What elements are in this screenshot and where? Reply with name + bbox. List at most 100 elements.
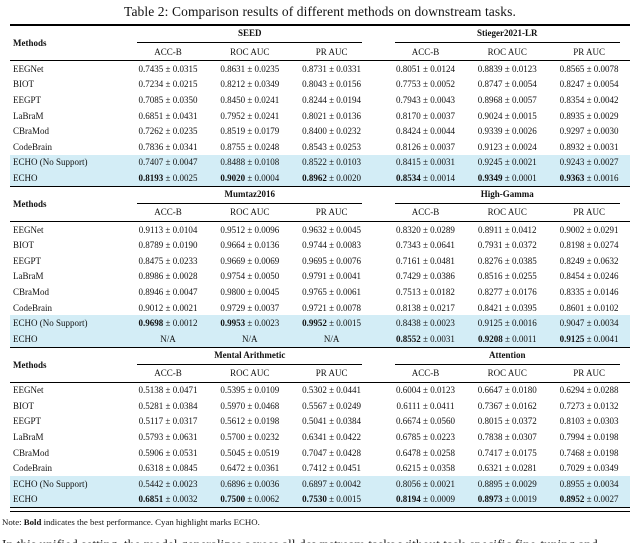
metric-mean: 0.8051 [396,63,421,74]
dataset-name: Attention [385,348,630,365]
methods-column-header: Methods [10,26,128,61]
metric-mean: 0.8565 [559,63,585,74]
metric-mean: 0.7468 [559,447,585,458]
note-prefix: Note: [2,516,22,527]
metric-header-row: ACC-B ROC AUC PR AUC ACC-B ROC AUC PR AUC [10,43,630,61]
metric-cell: 0.8421 ± 0.0395 [466,300,548,316]
metric-mean: 0.5045 [220,447,246,458]
metric-mean: 0.6851 [138,110,164,121]
metric-cell: 0.8450 ± 0.0241 [209,92,291,108]
metric-std: ± 0.0057 [502,94,537,105]
metric-std: ± 0.0349 [245,79,280,90]
metric-mean: N/A [242,333,258,344]
metric-mean: 0.7943 [396,94,421,105]
metric-std: ± 0.0232 [245,432,280,443]
column-gap-cell [372,476,385,492]
metric-std: ± 0.0052 [420,79,455,90]
metric-mean: 0.7047 [302,447,327,458]
metric-std: ± 0.0241 [245,110,280,121]
metric-cell: 0.9765 ± 0.0061 [291,284,373,300]
method-cell: ECHO [10,170,128,186]
metric-column-header: ACC-B [127,43,209,61]
metric-mean: 0.8320 [395,224,421,235]
metric-std: ± 0.0015 [502,110,537,121]
metric-mean: 0.6294 [559,385,585,396]
metric-cell: 0.9953 ± 0.0023 [208,315,291,331]
metric-cell: 0.9791 ± 0.0041 [291,269,373,285]
metric-column-header: ACC-B [384,203,467,222]
metric-std: ± 0.0029 [502,478,537,489]
method-cell: EEGNet [13,63,44,74]
column-gap-cell [372,77,384,93]
metric-std: ± 0.0350 [163,94,198,105]
column-gap-cell [372,253,384,269]
metric-column-header: PR AUC [290,364,373,383]
metric-mean: 0.8335 [559,286,585,297]
metric-mean: 0.8277 [477,286,503,297]
metric-cell: 0.8789 ± 0.0190 [127,237,209,253]
metric-column-header: ACC-B [127,203,209,222]
metric-mean: 0.8193 [138,172,164,183]
metric-mean: 0.6321 [477,463,503,474]
metric-std: ± 0.0136 [245,240,280,251]
metric-std: ± 0.0233 [163,255,198,266]
table-row: CodeBrain 0.9012 ± 0.0021 0.9729 ± 0.0037 0… [10,300,630,316]
metric-std: ± 0.0175 [502,447,537,458]
method-cell: ECHO (No Support) [10,476,128,492]
metric-cell: N/A [208,330,291,347]
metric-std: ± 0.0104 [163,224,198,235]
metric-std: ± 0.0062 [245,494,280,505]
metric-cell: 0.5302 ± 0.0441 [291,382,373,398]
metric-std: ± 0.0258 [420,447,455,458]
metric-std: ± 0.0001 [502,172,537,183]
metric-cell: 0.9729 ± 0.0037 [209,300,291,316]
metric-std: ± 0.0036 [245,478,280,489]
metric-cell: 0.7343 ± 0.0641 [385,237,467,253]
note-bold-word: Bold [23,516,42,527]
column-gap-cell [372,300,384,316]
metric-mean: 0.7513 [395,286,421,297]
metric-std: ± 0.0395 [502,302,537,313]
metric-cell: 0.5567 ± 0.0249 [291,398,373,414]
table-row: LaBraM 0.6851 ± 0.0431 0.7952 ± 0.0241 0.80… [10,108,630,124]
metric-mean: N/A [160,333,176,344]
method-cell: LaBraM [13,110,44,121]
metric-mean: 0.9208 [477,333,503,344]
column-gap [372,26,385,61]
table-top-rule [10,24,630,26]
metric-std: ± 0.0315 [163,63,198,74]
table-blocks-container: Methods SEED Stieger2021-LR ACC-B ROC AUC PR … [10,26,630,508]
metric-std: ± 0.0054 [584,79,619,90]
dataset-name-label: Mumtaz2016 [137,187,363,204]
metric-cell: N/A [290,330,373,347]
column-gap-cell [372,269,384,285]
metric-std: ± 0.0103 [326,157,362,168]
metric-cell: 0.7952 ± 0.0241 [209,108,291,124]
metric-mean: 0.5395 [220,385,246,396]
metric-std: ± 0.0182 [420,286,455,297]
metric-std: ± 0.0519 [245,447,280,458]
metric-cell: 0.9349 ± 0.0001 [466,170,549,186]
results-block-1: Methods SEED Stieger2021-LR ACC-B ROC AUC PR … [10,26,630,186]
metric-std: ± 0.0025 [163,172,198,183]
method-cell: EEGPT [13,255,41,266]
metric-mean: 0.8534 [396,172,421,183]
metric-cell: 0.8276 ± 0.0385 [466,253,548,269]
metric-cell: 0.9245 ± 0.0021 [466,154,549,171]
metric-std: ± 0.0047 [163,286,198,297]
metric-std: ± 0.0078 [326,302,362,313]
metric-cell: 0.7500 ± 0.0062 [208,491,291,508]
metric-mean: 0.9012 [138,302,164,313]
metric-std: ± 0.0009 [420,494,455,505]
method-cell: BIOT [13,240,34,251]
metric-mean: 0.9125 [477,318,503,329]
metric-mean: 0.8488 [220,157,246,168]
metric-mean: 0.8138 [395,302,421,313]
metric-std: ± 0.0037 [420,110,455,121]
metric-cell: 0.8946 ± 0.0047 [127,284,209,300]
column-gap-cell [372,92,384,108]
metric-mean: 0.8400 [302,126,327,137]
metric-mean: 0.5700 [220,432,246,443]
method-cell: EEGPT [13,416,41,427]
metric-cell: 0.5793 ± 0.0631 [127,429,209,445]
